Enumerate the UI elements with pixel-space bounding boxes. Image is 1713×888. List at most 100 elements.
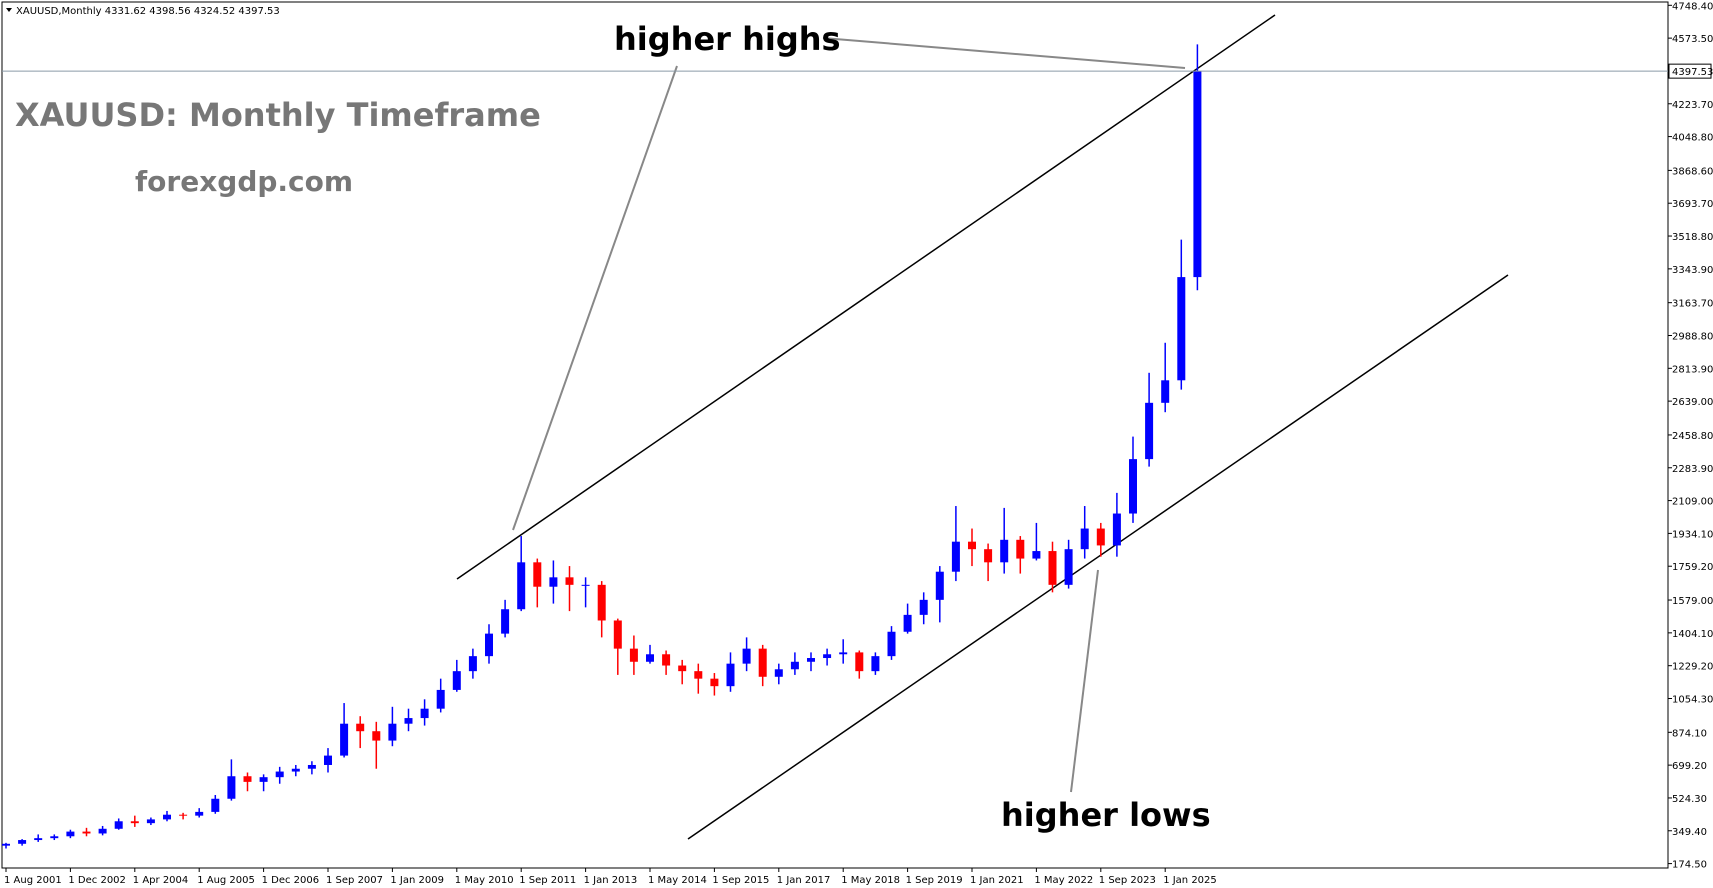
y-tick-label: 2639.00 (1672, 397, 1713, 408)
x-tick-label: 1 Jan 2021 (970, 875, 1024, 886)
y-tick-label: 1404.10 (1672, 629, 1713, 640)
candle-body (613, 620, 622, 649)
pointer-line (1070, 569, 1099, 793)
x-tick-label: 1 Dec 2002 (68, 875, 126, 886)
y-tick-label: 1759.20 (1672, 562, 1713, 573)
y-tick-label: 2988.80 (1672, 331, 1713, 342)
x-tick-label: 1 Jan 2025 (1163, 875, 1217, 886)
chart-subtitle: forexgdp.com (135, 165, 353, 198)
candle-body (50, 836, 59, 839)
x-tick-label: 1 Jan 2009 (390, 875, 444, 886)
y-tick-label: 4223.70 (1672, 100, 1713, 111)
candle-body (1161, 380, 1170, 403)
header-arrow (6, 8, 12, 12)
candle-body (678, 665, 687, 672)
candle-body (1193, 71, 1202, 278)
candle-body (2, 843, 10, 846)
candle-body (807, 658, 815, 662)
x-tick-label: 1 Aug 2001 (4, 875, 62, 886)
y-tick-label: 3693.70 (1672, 199, 1713, 210)
candle-body (662, 654, 671, 666)
candle-body (452, 671, 461, 690)
y-tick-label: 524.30 (1672, 794, 1707, 805)
candle-body (275, 771, 284, 778)
annotation: higher lows (1001, 796, 1211, 834)
candle-body (259, 777, 268, 782)
y-tick-label: 1229.20 (1672, 662, 1713, 673)
pointer-line (512, 65, 678, 531)
candle-body (468, 656, 477, 672)
x-tick-label: 1 May 2018 (841, 875, 900, 886)
candle-body (919, 599, 928, 615)
candle-body (646, 654, 654, 662)
candle-body (195, 811, 204, 816)
candle-body (581, 584, 590, 586)
candle-body (1000, 539, 1009, 563)
x-tick-label: 1 Sep 2019 (906, 875, 963, 886)
y-tick-label: 4048.80 (1672, 133, 1713, 144)
candle-body (790, 661, 799, 670)
y-tick-label: 1934.10 (1672, 529, 1713, 540)
annotation: higher highs (614, 20, 841, 58)
candle-body (742, 648, 751, 664)
candle-body (968, 541, 976, 550)
candle-body (565, 577, 574, 585)
x-tick-label: 1 Sep 2011 (519, 875, 576, 886)
candle-body (211, 798, 220, 812)
y-tick-label: 2813.90 (1672, 364, 1713, 375)
x-tick-label: 1 Aug 2005 (197, 875, 255, 886)
candle-body (774, 669, 783, 677)
candle-body (935, 571, 944, 600)
candle-body (823, 654, 832, 659)
candle-body (726, 663, 735, 687)
candle-body (420, 708, 429, 719)
candle-body (1032, 551, 1041, 559)
x-tick-label: 1 May 2010 (455, 875, 514, 886)
candle-body (130, 821, 139, 824)
candle-body (34, 838, 43, 841)
candle-body (163, 814, 171, 820)
x-tick-label: 1 Sep 2007 (326, 875, 383, 886)
current-price-label: 4397.53 (1672, 67, 1713, 78)
x-tick-label: 1 May 2014 (648, 875, 707, 886)
candle-body (114, 821, 123, 829)
candle-body (82, 831, 91, 834)
candle-body (855, 652, 864, 672)
x-tick-label: 1 Sep 2015 (712, 875, 769, 886)
current-price-box (1668, 63, 1712, 79)
header: XAUUSD,Monthly 4331.62 4398.56 4324.52 4… (16, 6, 280, 17)
y-tick-label: 2109.00 (1672, 497, 1713, 508)
y-tick-label: 1054.30 (1672, 694, 1713, 705)
candle-body (388, 723, 397, 741)
y-tick-label: 699.20 (1672, 761, 1707, 772)
x-tick-label: 1 Jan 2013 (584, 875, 638, 886)
candle-body (485, 633, 493, 657)
candle-body (179, 814, 188, 816)
candle-body (533, 562, 542, 587)
candle-body (597, 584, 606, 621)
x-tick-label: 1 Dec 2006 (262, 875, 320, 886)
candle-body (243, 776, 252, 782)
pointer-line (822, 37, 1186, 69)
y-tick-label: 4573.50 (1672, 34, 1713, 45)
candle-body (549, 577, 558, 587)
y-tick-label: 2283.90 (1672, 464, 1713, 475)
y-tick-label: 3518.80 (1672, 232, 1713, 243)
candle-body (227, 776, 236, 799)
lower-trend-line (687, 274, 1509, 840)
y-tick-label: 874.10 (1672, 728, 1707, 739)
candle-body (1048, 551, 1057, 585)
candle-body (694, 671, 703, 679)
candle-body (356, 723, 365, 732)
candle-body (887, 631, 896, 657)
y-tick-label: 2458.80 (1672, 431, 1713, 442)
candle-body (324, 755, 332, 765)
candle-body (372, 731, 381, 741)
candle-body (1064, 549, 1073, 585)
y-tick-label: 174.50 (1672, 860, 1707, 871)
y-tick-label: 1579.00 (1672, 596, 1713, 607)
chart-title: XAUUSD: Monthly Timeframe (15, 96, 541, 134)
candle-body (1016, 539, 1025, 559)
